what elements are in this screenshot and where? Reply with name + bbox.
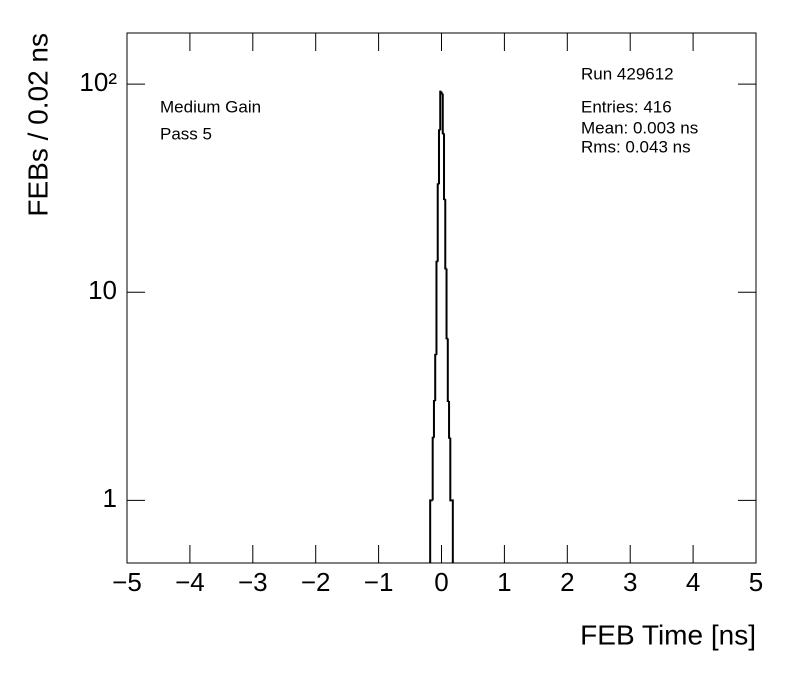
annotation: Run 429612 xyxy=(581,64,674,83)
x-tick-label: 5 xyxy=(749,567,763,597)
histogram-bin xyxy=(436,183,439,262)
x-tick-label: −5 xyxy=(112,567,142,597)
x-tick-label: −3 xyxy=(238,567,268,597)
histogram-bin xyxy=(444,199,447,270)
histogram-bin xyxy=(437,129,441,185)
histogram-bin xyxy=(443,133,446,201)
histogram-bin xyxy=(429,499,432,563)
histogram-bin xyxy=(448,401,451,439)
x-tick-label: −1 xyxy=(364,567,394,597)
annotation: Mean: 0.003 ns xyxy=(581,118,698,137)
y-tick-label: 1 xyxy=(103,483,117,513)
annotation: Pass 5 xyxy=(160,124,212,143)
histogram-bin xyxy=(439,90,442,131)
histogram-bin xyxy=(449,437,452,502)
annotation: Rms: 0.043 ns xyxy=(581,137,691,156)
x-tick-label: 0 xyxy=(434,567,448,597)
histogram-bin xyxy=(441,93,445,135)
histogram-bin xyxy=(451,499,454,563)
annotation: Entries: 416 xyxy=(581,97,672,116)
x-tick-label: 3 xyxy=(623,567,637,597)
histogram-bin xyxy=(434,353,437,402)
histogram-bin xyxy=(445,268,448,340)
x-axis-title: FEB Time [ns] xyxy=(580,619,756,650)
histogram-bin xyxy=(431,436,434,501)
histogram-bin xyxy=(446,338,450,403)
histogram-bin xyxy=(440,91,443,95)
x-tick-label: −2 xyxy=(301,567,331,597)
x-tick-label: 1 xyxy=(497,567,511,597)
x-tick-label: 2 xyxy=(560,567,574,597)
x-tick-label: −4 xyxy=(175,567,205,597)
histogram-bin xyxy=(435,260,438,355)
x-tick-label: 4 xyxy=(686,567,700,597)
histogram-bin xyxy=(432,400,436,438)
annotation: Medium Gain xyxy=(160,97,261,116)
y-tick-label: 10 xyxy=(88,275,117,305)
y-tick-label: 10² xyxy=(79,67,117,97)
y-axis-title: FEBs / 0.02 ns xyxy=(22,33,53,217)
